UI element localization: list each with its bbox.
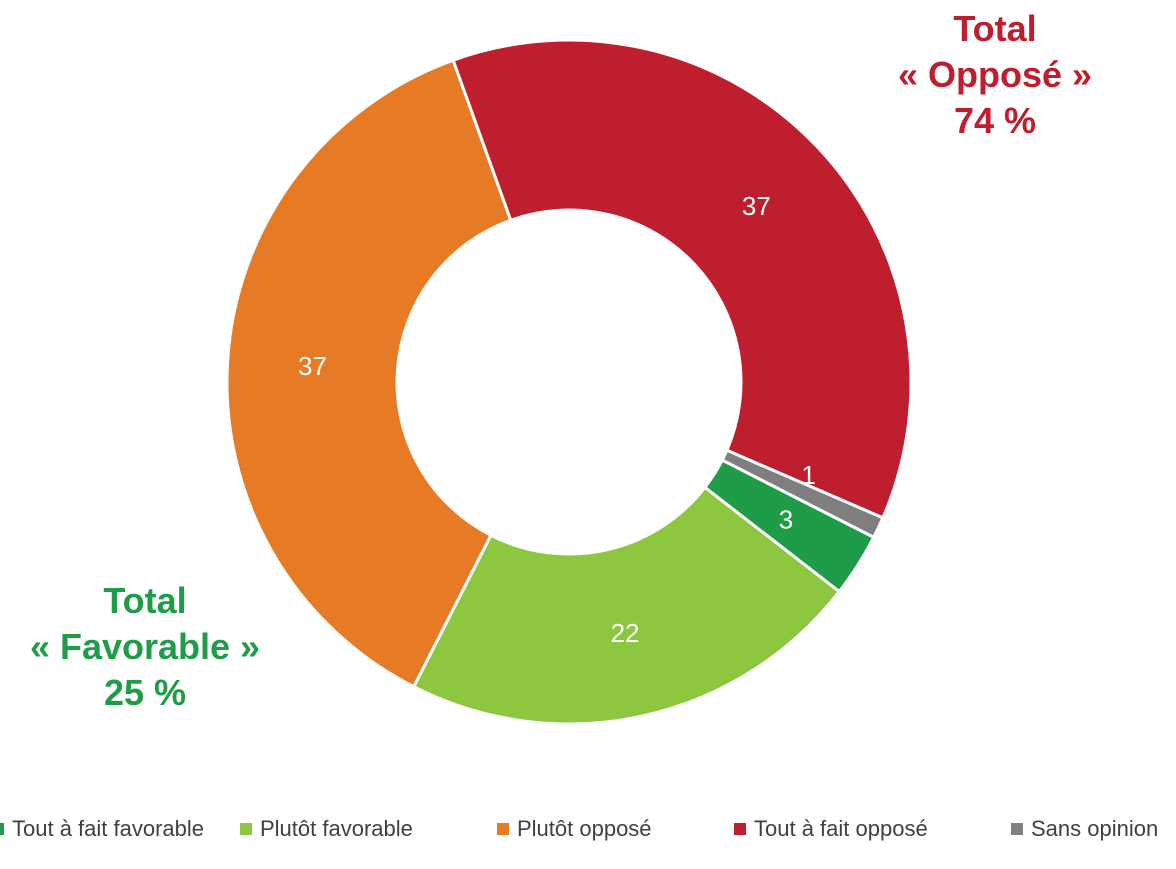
total-oppose-annotation: Total « Opposé » 74 % (830, 6, 1160, 144)
slice-tout-a-fait-oppose (451, 38, 913, 520)
legend-label: Plutôt opposé (517, 816, 652, 841)
data-label-tout-a-fait-favorable: 3 (779, 505, 793, 535)
legend-item-plutot-oppose: Plutôt opposé (497, 816, 652, 842)
legend-item-tout-a-fait-favorable: Tout à fait favorable (0, 816, 204, 842)
legend-swatch (0, 823, 4, 835)
data-label-tout-a-fait-oppose: 37 (742, 191, 771, 221)
legend-label: Sans opinion (1031, 816, 1159, 841)
total-favorable-line-3: 25 % (103, 672, 187, 713)
slice-sans-opinion (720, 448, 885, 540)
total-favorable-line-2: « Favorable » (29, 626, 261, 667)
donut-slices (225, 38, 913, 726)
legend-item-tout-a-fait-oppose: Tout à fait opposé (734, 816, 928, 842)
data-label-sans-opinion: 1 (801, 460, 815, 490)
legend-swatch (240, 823, 252, 835)
chart-legend: Tout à fait favorable Plutôt favorable P… (0, 816, 1176, 846)
total-oppose-line-3: 74 % (953, 100, 1037, 141)
total-oppose-line-1: Total (953, 8, 1037, 49)
total-favorable-annotation: Total « Favorable » 25 % (0, 578, 290, 716)
legend-swatch (734, 823, 746, 835)
legend-item-plutot-favorable: Plutôt favorable (240, 816, 413, 842)
total-oppose-line-2: « Opposé » (897, 54, 1093, 95)
legend-item-sans-opinion: Sans opinion (1011, 816, 1158, 842)
slice-plutot-favorable (411, 485, 842, 726)
data-label-plutot-favorable: 22 (611, 618, 640, 648)
legend-label: Tout à fait opposé (754, 816, 928, 841)
data-label-plutot-oppose: 37 (298, 351, 327, 381)
legend-label: Plutôt favorable (260, 816, 413, 841)
data-labels: 3 22 37 37 1 (298, 191, 816, 648)
slice-plutot-oppose (225, 58, 513, 689)
total-favorable-line-1: Total (103, 580, 187, 621)
legend-swatch (497, 823, 509, 835)
legend-label: Tout à fait favorable (12, 816, 205, 841)
legend-swatch (1011, 823, 1023, 835)
